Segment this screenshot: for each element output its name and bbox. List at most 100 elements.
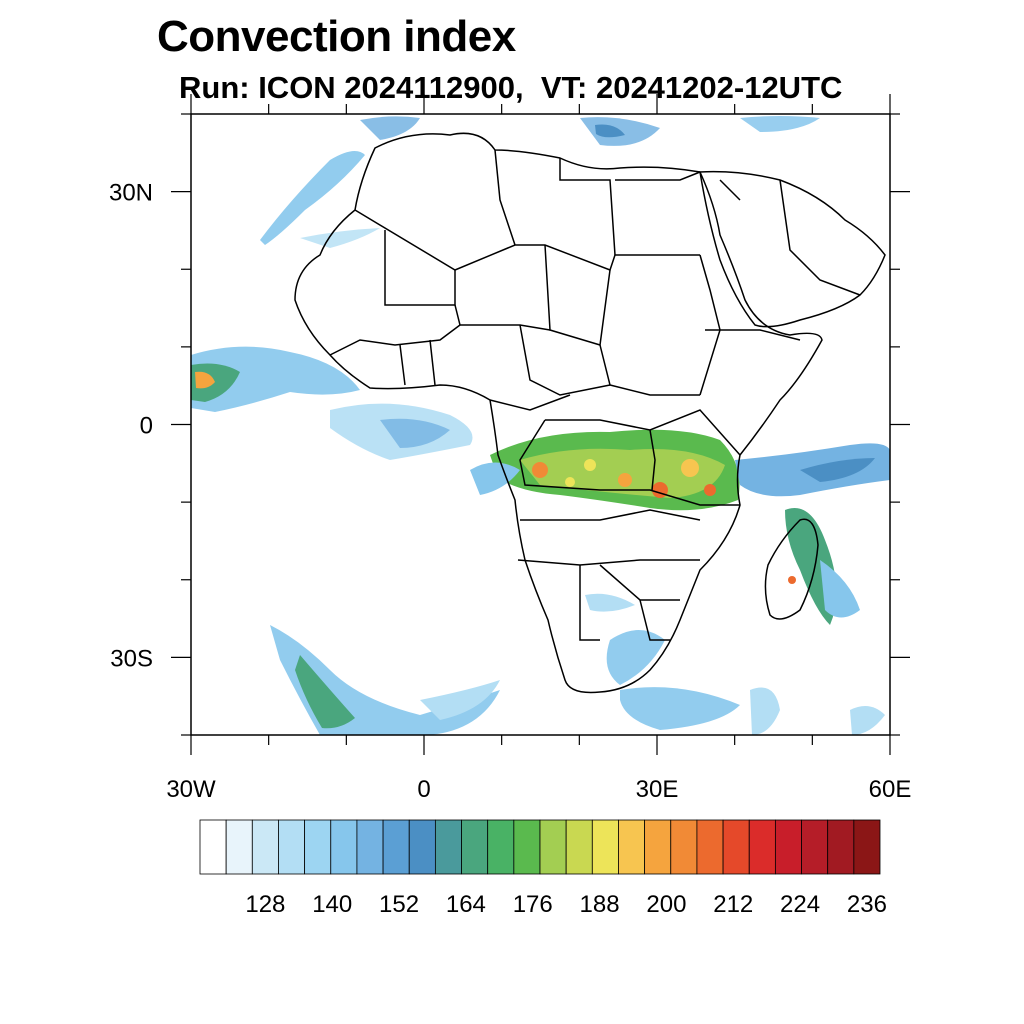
colorbar-swatch [225,819,253,875]
convection-hotspot [618,473,632,487]
convection-hotspot [681,459,699,477]
border [520,509,701,521]
border [579,565,600,641]
border [559,158,616,256]
lon-label: 30E [636,776,679,803]
arabia-coastline [699,170,886,328]
border [489,394,571,411]
border [329,324,461,356]
convection-area-southeast [850,706,885,735]
colorbar-swatch [251,819,279,875]
colorbar-swatch [853,819,881,875]
convection-area-south-indian [750,687,780,735]
africa-coastline [294,132,823,694]
colorbar-swatch [382,819,410,875]
colorbar-swatch [827,819,855,875]
colorbar-swatch [748,819,776,875]
border [429,339,436,386]
colorbar-swatch [670,819,698,875]
convection-area-aegean [740,116,820,132]
convection-area-south-atlantic-east [420,680,500,720]
border [615,171,701,181]
colorbar-tick-label: 224 [780,891,820,918]
border [599,344,700,396]
convection-field [191,116,890,735]
colorbar-tick-label: 152 [379,891,419,918]
convection-area-nw-streak [260,151,365,245]
colorbar [199,819,881,875]
convection-hotspot [652,482,668,498]
colorbar-swatch [513,819,541,875]
lon-label: 0 [417,776,430,803]
convection-area-gulf-core [380,418,450,448]
colorbar-swatch [565,819,593,875]
border [354,209,700,271]
convection-area-med-west [360,116,420,140]
lat-label: 0 [140,413,153,440]
lat-label: 30N [109,180,153,207]
colorbar-swatch [199,819,227,875]
colorbar-tick-label: 212 [713,891,753,918]
map-axes [171,94,910,755]
colorbar-swatch [461,819,489,875]
border [494,149,516,246]
border [399,344,406,386]
border [519,419,740,506]
lat-label: 30S [110,645,153,672]
convection-area-med-east-core [595,124,625,138]
colorbar-swatch [591,819,619,875]
border [719,179,741,201]
border [699,254,721,396]
colorbar-swatch [722,819,750,875]
convection-area-atlantic-north [191,346,360,412]
convection-area-nw-streak-2 [300,228,380,248]
colorbar-swatch [434,819,462,875]
convection-hotspot-atlantic [195,371,215,389]
colorbar-labels: 128 140 152 164 176 188 200 212 224 236 [245,891,887,918]
border [544,244,611,346]
colorbar-tick-label: 164 [446,891,486,918]
convection-area-madagascar-east [820,560,860,618]
colorbar-swatch [618,819,646,875]
border [519,324,611,396]
border [779,179,861,296]
convection-hotspot [532,462,548,478]
convection-area-central-edge [470,462,520,495]
lon-label: 30W [166,776,216,803]
colorbar-swatch [774,819,802,875]
colorbar-tick-label: 140 [312,891,352,918]
madagascar-coastline [764,518,819,620]
colorbar-swatch [356,819,384,875]
convection-hotspot [584,459,596,471]
chart-subtitle: Run: ICON 2024112900, VT: 20241202-12UTC [179,70,843,105]
colorbar-swatch [304,819,332,875]
colorbar-swatch [487,819,515,875]
chart-title: Convection index [157,12,516,61]
convection-area-madagascar [785,508,837,625]
convection-area-indian-ocean-core [800,458,875,482]
border [384,230,456,306]
lon-label: 60E [869,776,912,803]
country-borders [294,132,886,694]
colorbar-swatch [539,819,567,875]
border [639,599,670,641]
colorbar-swatch [644,819,672,875]
border [649,429,656,491]
convection-area-south-coast [620,687,740,730]
colorbar-tick-label: 200 [646,891,686,918]
colorbar-tick-label: 128 [245,891,285,918]
axis-labels: 30N 0 30S 30W 0 30E 60E [109,180,911,803]
border [454,304,551,331]
convection-area-namibia [585,593,635,612]
colorbar-swatch [696,819,724,875]
colorbar-tick-label: 176 [513,891,553,918]
border [517,559,700,566]
colorbar-tick-label: 188 [580,891,620,918]
border [705,329,801,341]
convection-area-south-atlantic-core [295,655,355,729]
colorbar-swatch [408,819,436,875]
convection-hotspot [788,576,796,584]
colorbar-swatch [278,819,306,875]
colorbar-swatch [330,819,358,875]
